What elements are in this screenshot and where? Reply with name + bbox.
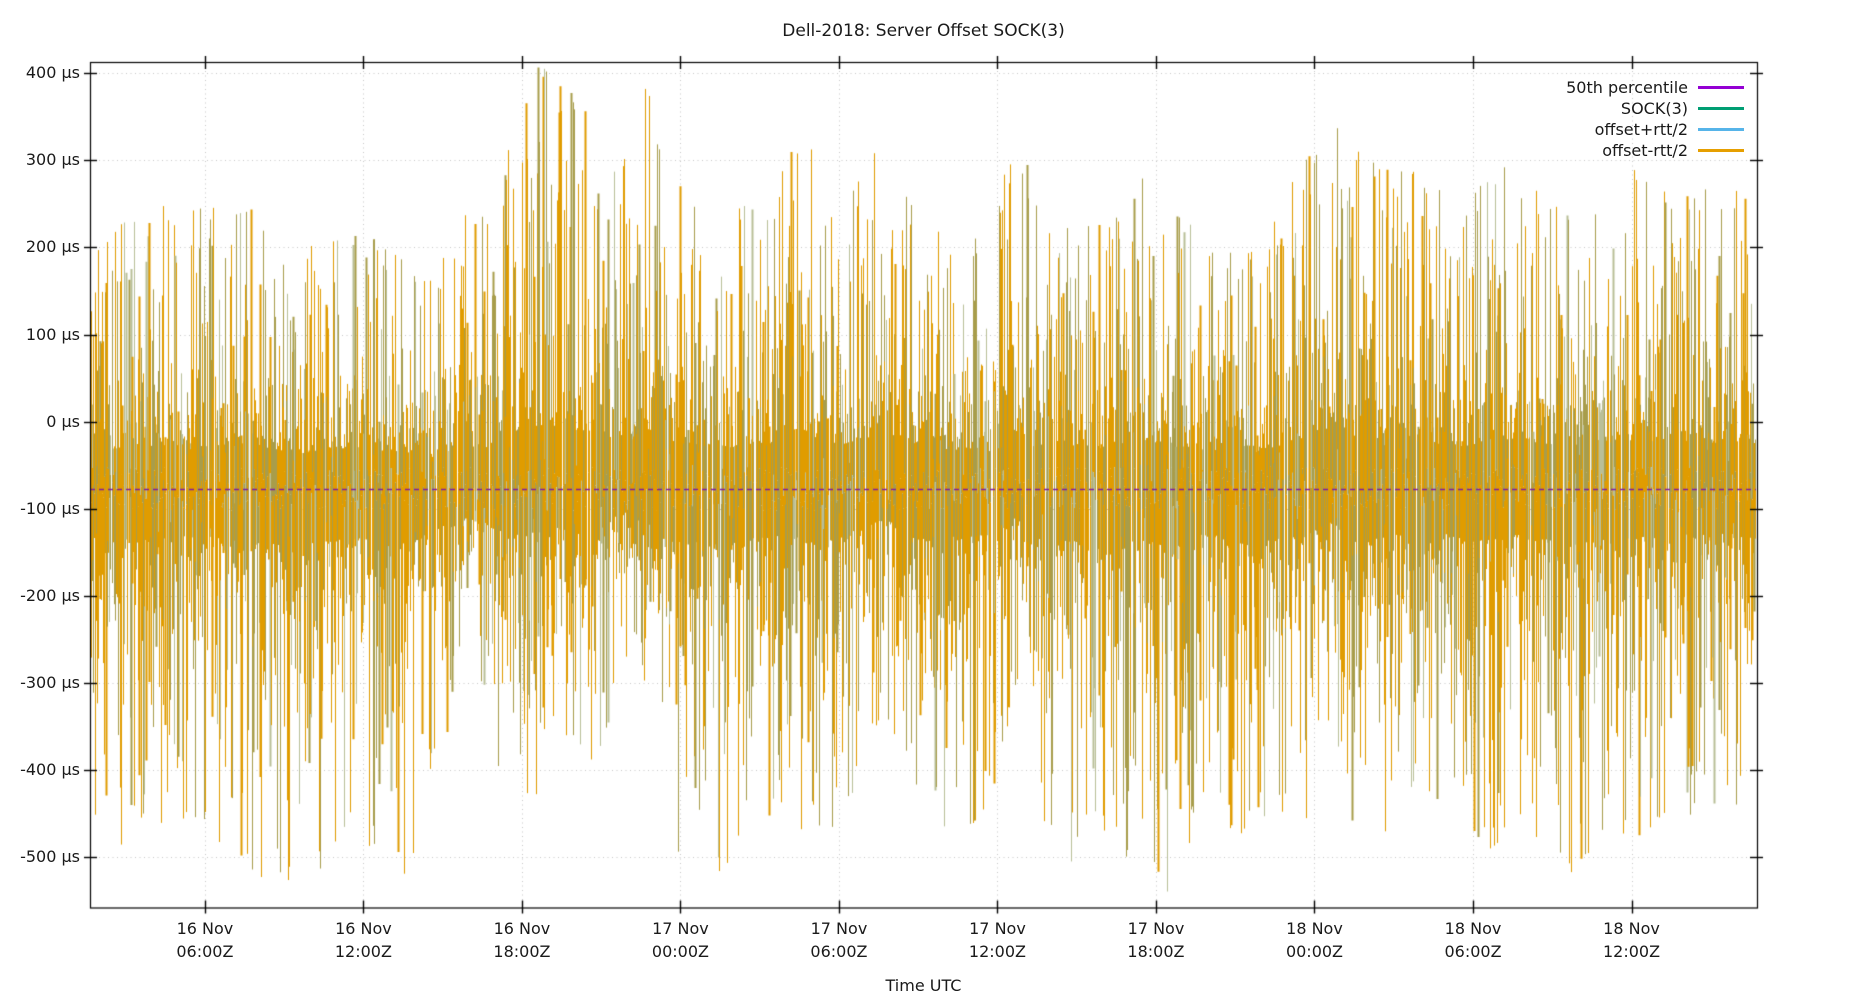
x-tick-date: 17 Nov xyxy=(810,919,868,938)
y-tick-label: -300 µs xyxy=(20,672,80,692)
x-tick-time: 12:00Z xyxy=(1602,942,1661,961)
x-tick-date: 18 Nov xyxy=(1286,919,1343,938)
y-tick-label: 400 µs xyxy=(25,63,80,83)
y-tick-label: -400 µs xyxy=(20,759,80,779)
chart-title: Dell-2018: Server Offset SOCK(3) xyxy=(782,21,1065,41)
x-tick-time: 06:00Z xyxy=(176,942,234,961)
x-tick-date: 16 Nov xyxy=(335,919,392,938)
x-tick-date: 18 Nov xyxy=(1444,919,1502,938)
legend-label: 50th percentile xyxy=(1566,78,1688,97)
legend-item-offset-minus-rtt: offset-rtt/2 xyxy=(1566,140,1744,161)
x-tick-time: 12:00Z xyxy=(968,942,1026,961)
x-tick-time: 00:00Z xyxy=(651,942,709,961)
x-tick-date: 16 Nov xyxy=(176,919,234,938)
legend-key-line xyxy=(1698,128,1744,131)
y-tick-label: 0 µs xyxy=(46,411,80,431)
y-tick-label: -100 µs xyxy=(20,498,80,518)
y-tick-label: -500 µs xyxy=(20,846,80,866)
legend-label: SOCK(3) xyxy=(1620,99,1688,118)
x-tick-time: 18:00Z xyxy=(1127,942,1185,961)
y-tick-label: -200 µs xyxy=(20,585,80,605)
legend-item-offset-plus-rtt: offset+rtt/2 xyxy=(1566,119,1744,140)
x-tick-date: 17 Nov xyxy=(1127,919,1185,938)
x-tick-time: 18:00Z xyxy=(493,942,551,961)
x-tick-label: 18 Nov 00:00Z xyxy=(1244,917,1384,963)
legend-item-sock3: SOCK(3) xyxy=(1566,98,1744,119)
legend-label: offset-rtt/2 xyxy=(1602,141,1688,160)
x-tick-label: 18 Nov 06:00Z xyxy=(1403,917,1543,963)
x-tick-time: 06:00Z xyxy=(810,942,868,961)
legend-key-line xyxy=(1698,149,1744,152)
x-tick-date: 18 Nov xyxy=(1603,919,1660,938)
legend-item-50th-percentile: 50th percentile xyxy=(1566,77,1744,98)
legend-key-line xyxy=(1698,86,1744,89)
x-tick-label: 16 Nov 12:00Z xyxy=(293,917,433,963)
x-tick-time: 12:00Z xyxy=(334,942,392,961)
x-tick-label: 17 Nov 18:00Z xyxy=(1086,917,1226,963)
legend-key-line xyxy=(1698,107,1744,110)
x-tick-date: 16 Nov xyxy=(493,919,551,938)
y-tick-label: 300 µs xyxy=(25,150,80,170)
x-axis-title: Time UTC xyxy=(885,976,962,995)
x-tick-date: 17 Nov xyxy=(652,919,709,938)
legend: 50th percentile SOCK(3) offset+rtt/2 off… xyxy=(1566,77,1744,161)
x-tick-label: 16 Nov 06:00Z xyxy=(135,917,275,963)
y-tick-label: 100 µs xyxy=(25,324,80,344)
y-tick-label: 200 µs xyxy=(25,237,80,257)
x-tick-date: 17 Nov xyxy=(969,919,1026,938)
legend-label: offset+rtt/2 xyxy=(1594,120,1688,139)
x-tick-label: 17 Nov 12:00Z xyxy=(927,917,1067,963)
x-tick-label: 18 Nov 12:00Z xyxy=(1562,917,1702,963)
x-tick-time: 00:00Z xyxy=(1285,942,1344,961)
x-tick-time: 06:00Z xyxy=(1444,942,1502,961)
x-tick-label: 17 Nov 06:00Z xyxy=(769,917,909,963)
x-tick-label: 16 Nov 18:00Z xyxy=(452,917,592,963)
x-tick-label: 17 Nov 00:00Z xyxy=(610,917,750,963)
